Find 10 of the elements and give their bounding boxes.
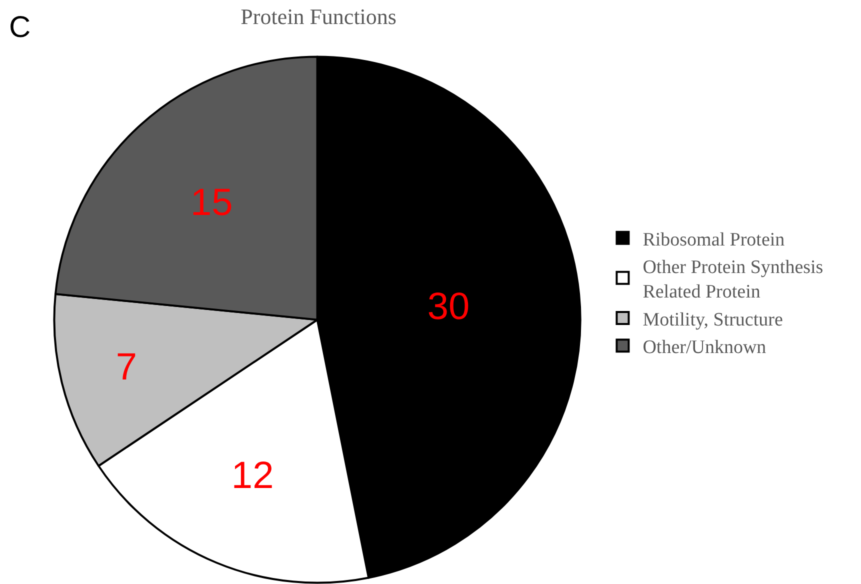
legend-label: Other Protein Synthesis Related Protein xyxy=(642,256,824,303)
text: C xyxy=(9,11,31,44)
data-label: 15 xyxy=(190,182,233,224)
legend-label: Ribosomal Protein xyxy=(642,229,786,250)
data-label: 30 xyxy=(427,286,470,328)
data-label: 12 xyxy=(231,454,274,497)
legend-label: Other/Unknown xyxy=(642,337,767,358)
data-label: 7 xyxy=(116,346,137,389)
chart-title: Protein Functions xyxy=(240,4,396,30)
legend-label: Motility, Structure xyxy=(642,309,783,330)
